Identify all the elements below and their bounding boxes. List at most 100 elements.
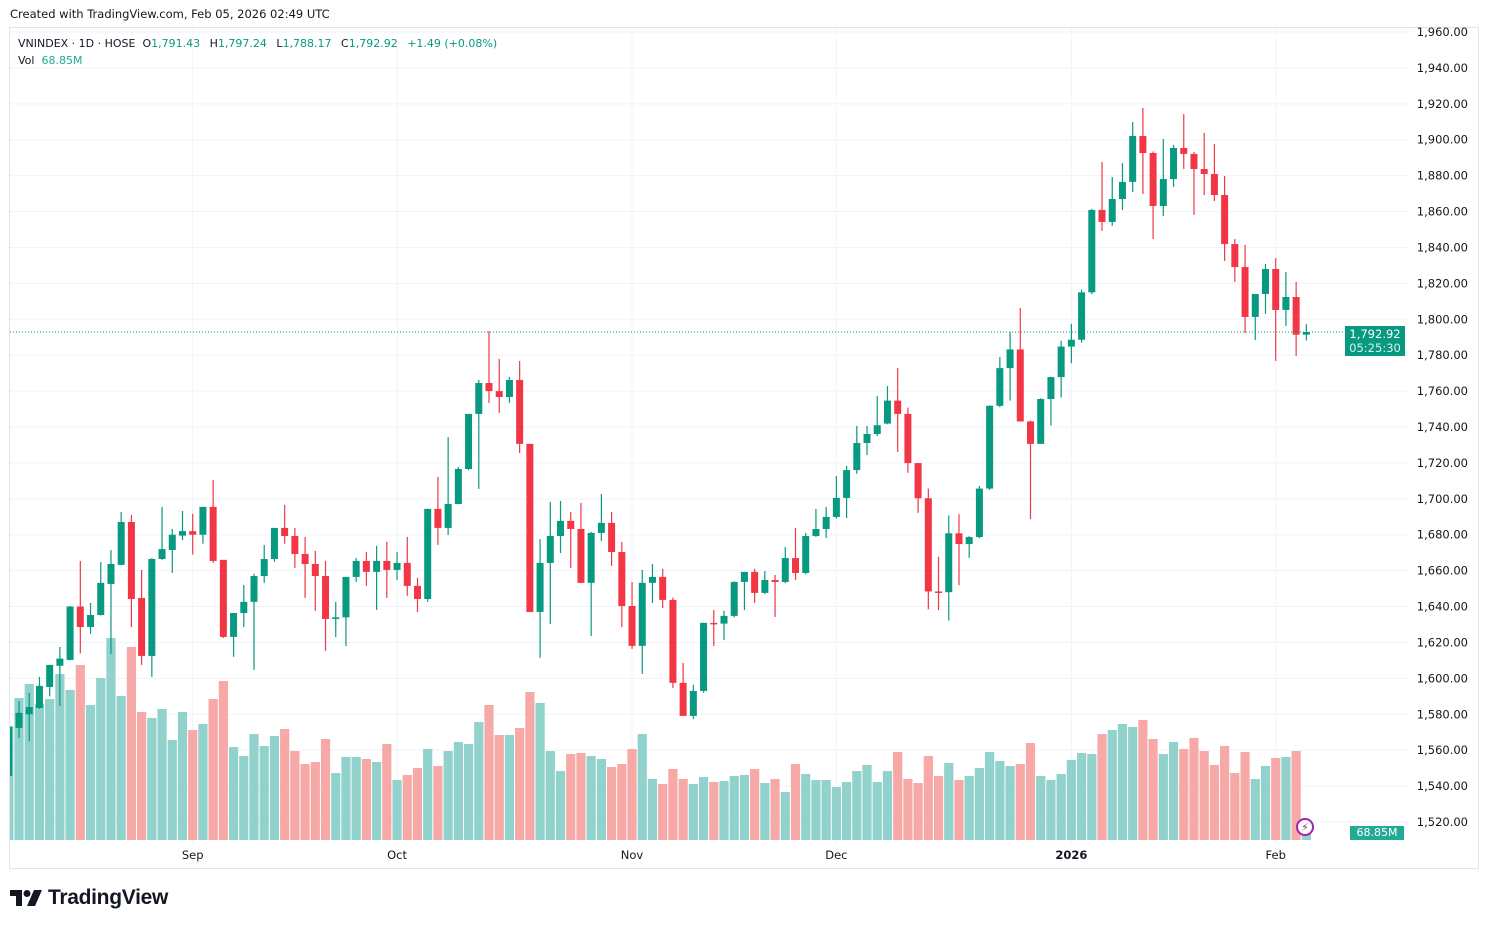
candle-up [975,488,983,538]
candle-up [10,726,13,776]
volume-bar [300,764,310,840]
volume-bar [1209,765,1220,840]
price-tick-label: 1,720.00 [1417,456,1468,470]
price-tick-label: 1,960.00 [1417,25,1468,39]
candle-up [832,497,840,517]
candle-up [178,531,186,536]
candle-up [720,615,728,624]
volume-bar [525,692,535,840]
time-tick-label: Feb [1266,848,1286,862]
volume-bar [535,703,545,840]
price-tick-label: 1,520.00 [1417,815,1468,829]
candle-up [230,613,238,637]
volume-bar [882,771,893,840]
volume-bar [862,765,872,840]
symbol-info[interactable]: VNINDEX · 1D · HOSE [18,37,136,50]
candle-down [219,559,227,637]
volume-bar [1168,742,1179,840]
volume-bar [1189,738,1199,840]
volume-bar [698,777,709,840]
candle-up [117,521,125,565]
volume-bar [239,756,249,840]
volume-bar [1199,751,1209,840]
volume-bar [1036,776,1046,840]
volume-bar [933,776,944,840]
candle-up [240,601,248,614]
volume-bar [555,771,566,840]
candle-up [465,413,473,470]
candle-up [648,576,656,583]
candle-up [444,504,452,528]
chart-frame [9,27,1479,869]
volume-bar [1230,773,1240,840]
volume-bar [126,647,137,840]
time-tick-label: Nov [621,848,644,862]
candle-up [97,582,105,615]
candle-up [557,520,565,536]
candle-up [802,535,810,573]
price-tick-label: 1,700.00 [1417,492,1468,506]
time-tick-label: Oct [387,848,407,862]
volume-bar [780,792,790,840]
candle-down [362,560,370,572]
candle-up [87,614,95,628]
candle-up [342,576,350,618]
price-tick-label: 1,620.00 [1417,635,1468,649]
candle-down [935,591,943,593]
candle-down [301,553,309,564]
candle-up [1047,377,1055,399]
volume-bar [402,775,412,840]
candle-up [1088,209,1096,293]
candle-up [424,508,432,600]
volume-bar [658,784,668,840]
bar-countdown: 05:25:30 [1349,341,1401,355]
time-tick-label: 2026 [1055,848,1087,862]
volume-bar [566,754,576,840]
close-value: 1,792.92 [348,37,398,50]
candle-down [485,383,493,392]
volume-bar [1117,724,1128,840]
volume-bar [719,781,729,840]
volume-bar [821,780,831,840]
chart-legend: VNINDEX · 1D · HOSE O1,791.43 H1,797.24 … [18,35,503,69]
lightning-alert-icon[interactable]: ⚡ [1296,818,1314,836]
candle-down [383,560,391,570]
volume-bar [392,780,402,840]
candle-up [1282,297,1290,310]
ohlc-row: VNINDEX · 1D · HOSE O1,791.43 H1,797.24 … [18,35,503,52]
candle-down [526,443,534,612]
tradingview-logo[interactable]: TradingView [10,886,168,910]
volume-bar [372,762,382,840]
candle-down [516,379,524,444]
volume-bar [198,724,208,840]
candle-down [1272,269,1280,310]
candle-down [628,606,636,646]
volume-bar [228,747,239,840]
candle-down [1098,209,1106,222]
candle-up [260,558,268,577]
volume-bar [320,739,331,840]
price-tick-label: 1,860.00 [1417,205,1468,219]
volume-bar [913,783,923,840]
candle-down [209,506,217,561]
candle-up [1067,339,1075,347]
volume-bar [903,779,913,840]
candle-up [536,562,544,612]
candle-up [332,617,340,619]
volume-bar [1138,720,1148,840]
volume-bar [45,699,55,840]
price-tick-label: 1,600.00 [1417,671,1468,685]
candle-down [669,599,677,683]
volume-bar [24,684,34,840]
candle-down [281,527,289,536]
volume-bar [1005,766,1015,840]
volume-bar [770,779,780,840]
candle-up [1037,398,1045,444]
volume-bar [596,759,606,840]
volume-bar [1107,730,1117,840]
candle-down [1190,153,1198,169]
open-value: 1,791.43 [151,37,201,50]
volume-bar [463,744,474,840]
candle-down [76,606,84,628]
